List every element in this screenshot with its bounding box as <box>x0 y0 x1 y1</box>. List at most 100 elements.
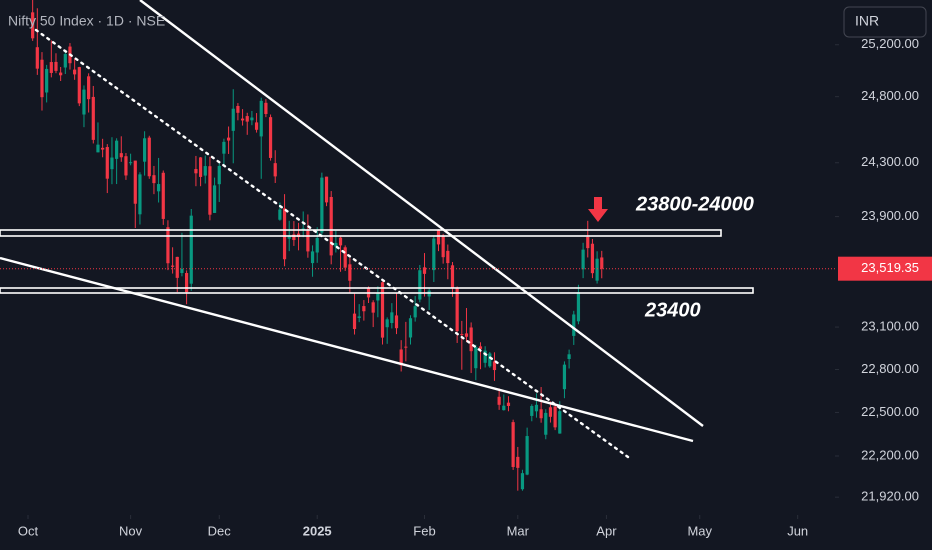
currency[interactable]: INR <box>855 13 879 29</box>
candle-body <box>273 163 277 177</box>
candle-body <box>96 144 100 153</box>
candle-body <box>357 316 361 318</box>
candle-body <box>124 156 128 176</box>
candle-body <box>380 282 385 338</box>
candle-body <box>138 174 142 215</box>
candle-body <box>161 172 165 219</box>
currency-button[interactable] <box>843 6 927 38</box>
candle-body <box>278 209 282 220</box>
candle-body <box>506 402 511 406</box>
candle-body <box>539 409 543 419</box>
candle-body <box>82 89 86 115</box>
candle-body <box>236 105 240 113</box>
candle-body <box>586 236 590 249</box>
candle-body <box>133 160 137 204</box>
candle-body <box>474 346 478 369</box>
x-tick-label: Mar <box>507 523 530 538</box>
candle-body <box>422 267 427 274</box>
candle-body <box>413 306 417 318</box>
y-tick-label: 22,500.00 <box>861 404 919 419</box>
candle-body <box>63 54 67 68</box>
y-tick-label: 22,800.00 <box>861 361 919 376</box>
candle-body <box>567 354 571 359</box>
candle-body <box>511 422 515 467</box>
zone-label: 23400 <box>644 299 701 321</box>
candle-body <box>520 473 525 490</box>
candles <box>31 0 604 491</box>
candle-body <box>259 100 263 137</box>
candle-body <box>35 47 39 69</box>
candle-body <box>404 346 408 348</box>
candle-body <box>371 302 375 313</box>
candle-body <box>576 292 581 322</box>
candle-body <box>115 140 119 159</box>
y-tick-label: 22,200.00 <box>861 447 919 462</box>
candle-body <box>40 59 44 98</box>
candle-body <box>352 313 357 330</box>
drawings: 23800-24000 23400 <box>0 0 754 459</box>
candle-body <box>394 315 399 329</box>
candle-body <box>492 361 497 371</box>
y-tick-label: 21,920.00 <box>861 489 919 504</box>
candle-body <box>548 407 553 417</box>
candle-body <box>166 227 170 264</box>
support-zone <box>0 287 754 294</box>
candle-body <box>184 273 189 293</box>
candle-body <box>45 68 49 93</box>
candle-body <box>217 165 221 185</box>
candle-body <box>450 265 455 288</box>
candle-body <box>581 249 585 270</box>
candle-body <box>59 72 63 76</box>
candle-body <box>222 141 226 154</box>
candle-body <box>250 117 254 121</box>
candle-body <box>194 169 198 174</box>
upper-trendline <box>139 0 704 427</box>
candle-body <box>320 177 324 233</box>
candle-body <box>478 346 483 349</box>
zone-label: 23800-24000 <box>635 193 754 215</box>
candle-body <box>590 243 595 274</box>
y-tick-label: 25,200.00 <box>861 36 919 51</box>
candle-body <box>198 157 203 177</box>
candle-body <box>54 61 58 71</box>
candle-body <box>385 319 389 328</box>
candle-body <box>334 242 338 247</box>
candle-body <box>324 176 329 203</box>
candle-body <box>226 137 231 141</box>
candle-body <box>390 312 394 323</box>
candle-body <box>436 229 441 245</box>
dotted-trendline <box>34 28 630 459</box>
candle-body <box>516 456 520 468</box>
candle-body <box>306 230 310 252</box>
candle-body <box>245 116 249 122</box>
x-tick-label: May <box>687 523 712 538</box>
x-tick-label: Dec <box>208 523 232 538</box>
candle-body <box>231 108 235 131</box>
candle-body <box>157 184 161 192</box>
candle-body <box>488 353 492 367</box>
candle-body <box>558 411 562 434</box>
candle-body <box>268 117 273 158</box>
candle-body <box>464 333 469 337</box>
y-tick-label: 23,900.00 <box>861 208 919 223</box>
candle-body <box>287 236 291 239</box>
down-arrow <box>588 197 608 222</box>
y-tick-label: 23,100.00 <box>861 319 919 334</box>
candle-body <box>152 175 156 184</box>
y-tick-label: 24,800.00 <box>861 88 919 103</box>
candle-body <box>572 314 576 336</box>
candle-body <box>530 405 534 416</box>
candle-body <box>534 404 539 412</box>
x-tick-label: Feb <box>413 523 435 538</box>
candle-body <box>240 118 245 121</box>
y-tick-label: 24,300.00 <box>861 154 919 169</box>
candle-body <box>562 364 567 390</box>
candle-body <box>77 67 81 104</box>
candle-body <box>73 69 77 75</box>
axes: 21,920.00 22,200.00 22,500.00 22,800.00 23,1… <box>0 36 932 538</box>
candle-body <box>147 137 151 177</box>
candle-body <box>31 12 35 39</box>
candle-body <box>408 318 413 338</box>
